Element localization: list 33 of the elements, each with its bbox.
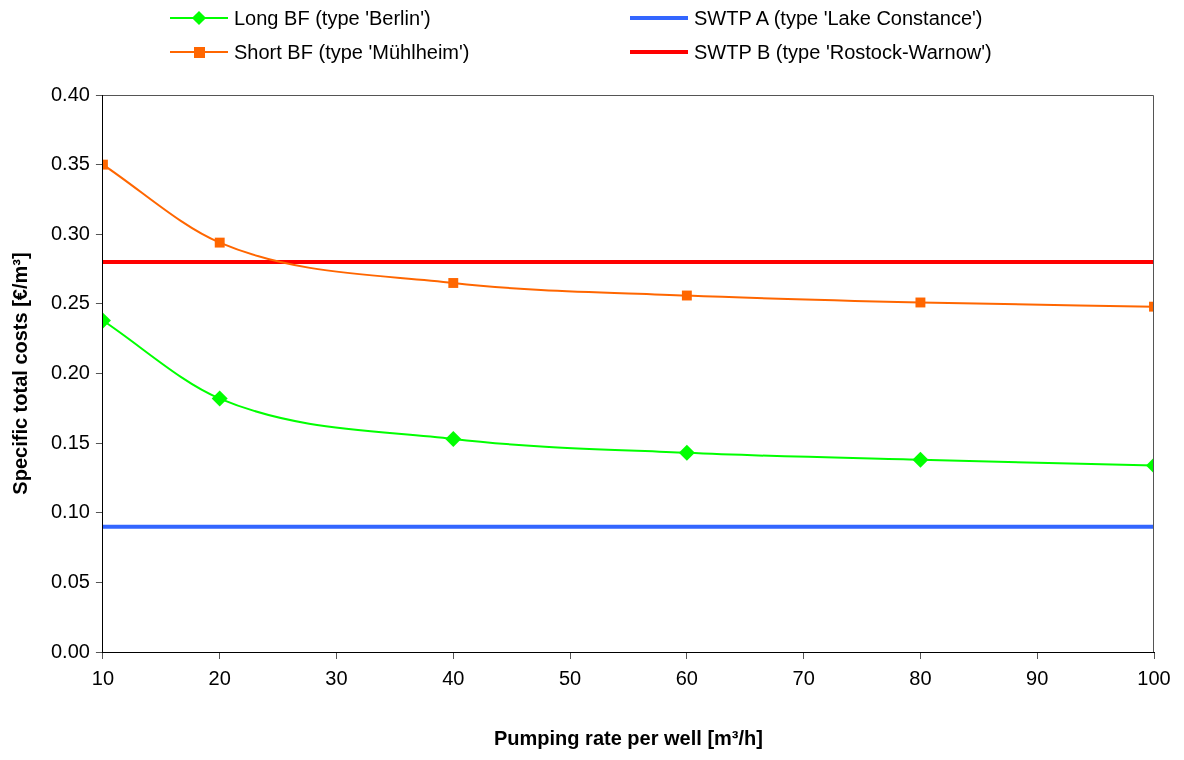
x-tick-label: 100 — [1137, 666, 1171, 689]
y-tick-label: 0.05 — [50, 569, 90, 592]
y-tick-label: 0.15 — [50, 430, 90, 453]
y-tick-label: 0.00 — [50, 639, 90, 662]
y-tick-label: 0.35 — [50, 152, 90, 175]
point — [211, 390, 228, 407]
point — [678, 444, 695, 461]
x-tick-label: 70 — [792, 666, 815, 689]
point — [915, 297, 926, 308]
x-tick-label: 60 — [675, 666, 698, 689]
legend-label: SWTP A (type 'Lake Constance') — [694, 6, 983, 30]
y-tick-label: 0.20 — [50, 361, 90, 384]
point — [912, 451, 929, 468]
y-tick-label: 0.25 — [50, 291, 90, 314]
y-tick-label: 0.10 — [50, 500, 90, 523]
x-tick-label: 40 — [442, 666, 465, 689]
y-tick-label: 0.40 — [50, 82, 90, 105]
x-axis-title: Pumping rate per well [m³/h] — [494, 726, 763, 749]
x-tick-label: 20 — [208, 666, 231, 689]
x-tick-label: 50 — [558, 666, 582, 689]
point — [214, 237, 225, 248]
x-tick-label: 80 — [909, 666, 932, 689]
point — [448, 278, 459, 288]
y-axis-title: Specific total costs [€/m³] — [8, 252, 31, 495]
x-tick-label: 10 — [91, 666, 115, 689]
y-tick-label: 0.30 — [50, 221, 90, 244]
x-tick-label: 30 — [325, 666, 348, 689]
x-tick-label: 90 — [1026, 666, 1049, 689]
legend-label: SWTP B (type 'Rostock-Warnow') — [694, 40, 992, 64]
point — [445, 430, 462, 447]
legend-label: Short BF (type 'Mühlheim') — [234, 40, 470, 64]
point — [681, 290, 692, 301]
legend-label: Long BF (type 'Berlin') — [234, 6, 431, 30]
